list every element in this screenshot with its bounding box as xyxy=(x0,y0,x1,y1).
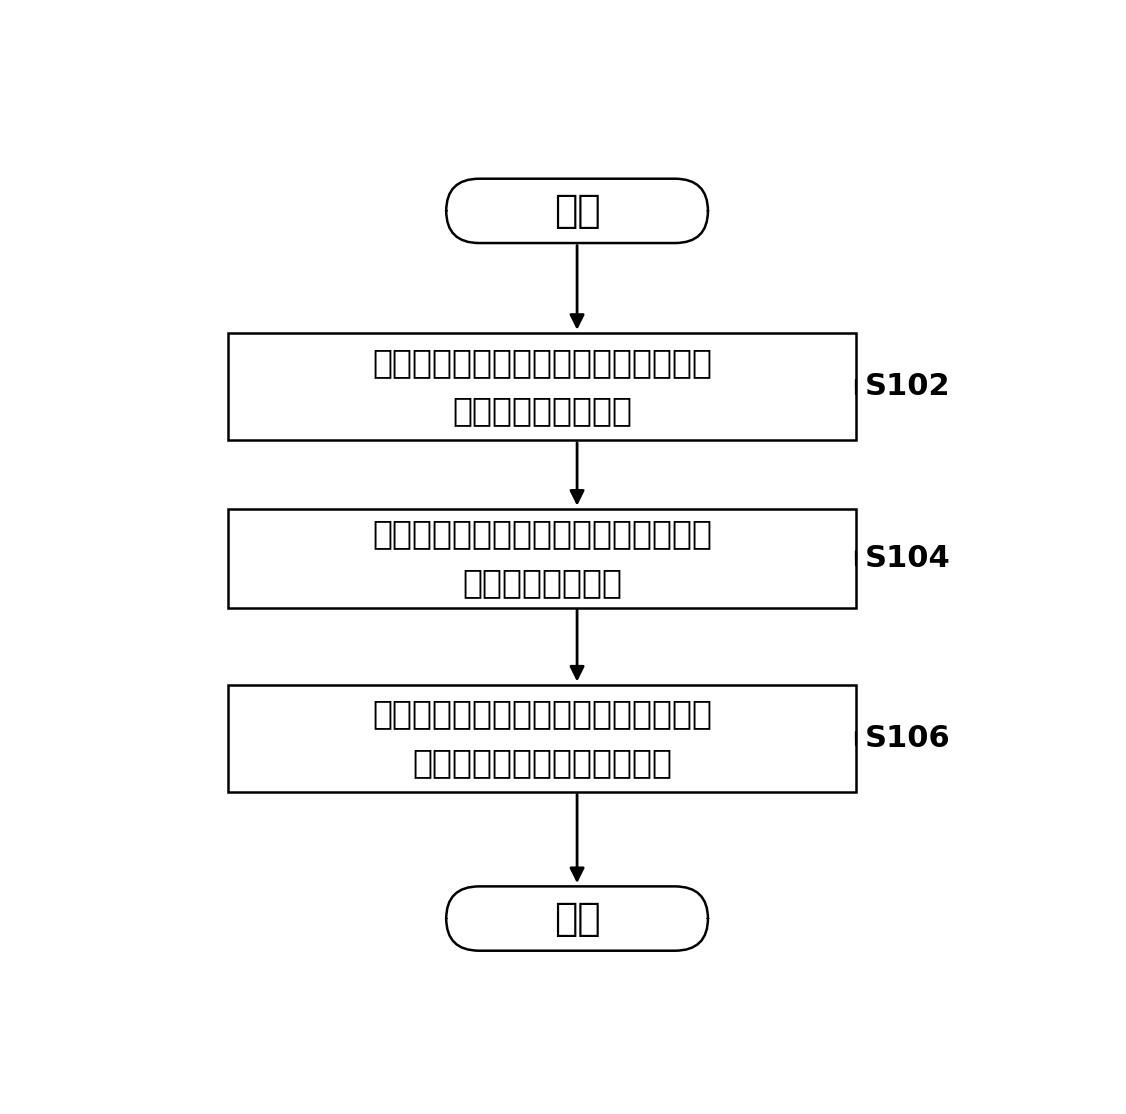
Bar xyxy=(229,509,857,607)
Text: 控制加热炉具的至少一个防溢装置实时
获取锅具的参数信息: 控制加热炉具的至少一个防溢装置实时 获取锅具的参数信息 xyxy=(373,346,712,428)
Text: S102: S102 xyxy=(865,372,950,401)
Text: 获取锅具的类别信息，根据类别信息确
定锅具的属性参数: 获取锅具的类别信息，根据类别信息确 定锅具的属性参数 xyxy=(373,518,712,599)
Text: S106: S106 xyxy=(865,724,950,753)
Text: 结束: 结束 xyxy=(554,899,600,938)
Bar xyxy=(229,333,857,440)
Bar xyxy=(229,685,857,792)
Text: 比较参数信息与属性参数，并根据比较
结果控制加热炉具的加热功率: 比较参数信息与属性参数，并根据比较 结果控制加热炉具的加热功率 xyxy=(373,697,712,779)
FancyBboxPatch shape xyxy=(446,887,708,950)
FancyBboxPatch shape xyxy=(446,178,708,243)
Text: 开始: 开始 xyxy=(554,192,600,229)
Text: S104: S104 xyxy=(865,544,950,573)
